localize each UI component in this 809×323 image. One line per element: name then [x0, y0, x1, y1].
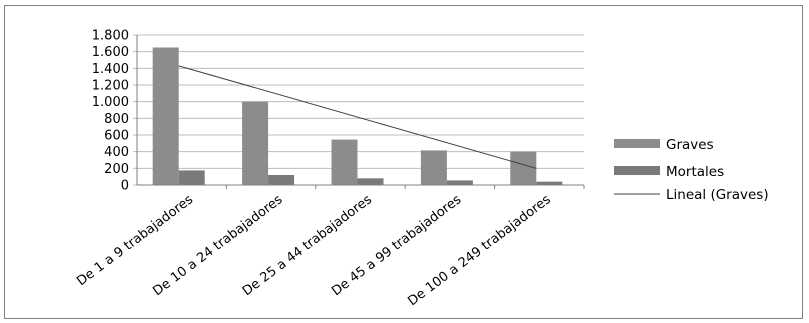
- bar-graves-4: [420, 150, 447, 185]
- y-tick-label: 400: [104, 145, 129, 160]
- legend-item-graves: Graves: [614, 137, 714, 153]
- bar-graves-5: [510, 151, 537, 185]
- x-category-label: De 100 a 249 trabajadores: [405, 192, 553, 309]
- bar-graves-1: [152, 47, 179, 185]
- y-tick-label: 1.800: [92, 29, 129, 44]
- bar-mortales-4: [446, 180, 473, 185]
- y-tick-label: 0: [121, 179, 129, 194]
- bar-mortales-1: [178, 170, 205, 185]
- y-tick-label: 1.200: [92, 79, 129, 94]
- trendline-graves: [178, 65, 537, 169]
- trendline: [178, 65, 537, 169]
- y-tick-label: 1.400: [92, 62, 129, 77]
- y-tick-label: 1.600: [92, 45, 129, 60]
- legend-label: Mortales: [666, 164, 724, 180]
- y-tick-label: 200: [104, 162, 129, 177]
- legend-label: Lineal (Graves): [666, 187, 769, 203]
- bar-mortales-2: [268, 175, 295, 185]
- legend-swatch: [614, 139, 660, 148]
- y-tick-label: 600: [104, 129, 129, 144]
- legend-label: Graves: [666, 137, 714, 153]
- legend: Graves Mortales Lineal (Graves): [614, 137, 769, 203]
- y-tick-label: 800: [104, 112, 129, 127]
- legend-swatch: [614, 166, 660, 175]
- bar-graves-2: [242, 101, 269, 185]
- bar-graves-3: [331, 139, 358, 185]
- bars: [152, 47, 563, 185]
- y-tick-label: 1.000: [92, 95, 129, 110]
- bar-mortales-5: [536, 181, 563, 185]
- legend-item-lineal-graves: Lineal (Graves): [614, 187, 769, 203]
- bar-mortales-3: [357, 178, 384, 185]
- legend-item-mortales: Mortales: [614, 164, 724, 180]
